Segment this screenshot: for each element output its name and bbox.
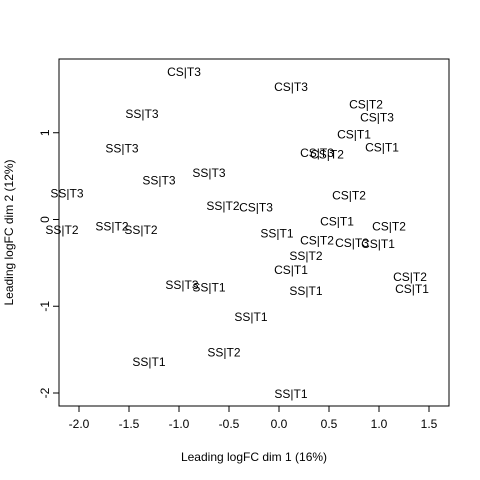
point-label: CS|T1: [395, 282, 429, 296]
x-tick-label: 1.0: [371, 417, 388, 431]
x-tick-label: 0.5: [321, 417, 338, 431]
point-label: SS|T2: [124, 223, 157, 237]
y-tick-label: -2: [38, 387, 52, 398]
point-label: CS|T2: [393, 270, 427, 284]
point-labels: CS|T3CS|T3CS|T2CS|T3SS|T3CS|T1CS|T1SS|T3…: [45, 65, 429, 401]
x-tick-label: 1.5: [421, 417, 438, 431]
point-label: SS|T3: [142, 174, 175, 188]
x-tick-label: -0.5: [219, 417, 240, 431]
point-label: SS|T2: [207, 345, 240, 359]
point-label: CS|T2: [310, 148, 344, 162]
point-label: CS|T3: [274, 80, 308, 94]
x-tick-label: -2.0: [69, 417, 90, 431]
point-label: CS|T1: [365, 141, 399, 155]
x-tick-label: -1.0: [169, 417, 190, 431]
y-tick-label: -1: [38, 301, 52, 312]
point-label: SS|T1: [192, 280, 225, 294]
point-label: CS|T3: [300, 146, 334, 160]
point-label: CS|T3: [239, 201, 273, 215]
point-label: SS|T3: [50, 187, 83, 201]
point-label: SS|T2: [206, 199, 239, 213]
y-axis: -2 -1 0 1: [38, 129, 59, 398]
point-label: SS|T1: [260, 227, 293, 241]
plot-frame: [58, 58, 450, 407]
point-label: CS|T2: [349, 97, 383, 111]
point-label: SS|T2: [289, 249, 322, 263]
y-tick-label: 1: [38, 129, 52, 136]
point-label: CS|T3: [360, 110, 394, 124]
x-tick-label: 0.0: [271, 417, 288, 431]
point-label: SS|T1: [289, 284, 322, 298]
point-label: SS|T3: [165, 278, 198, 292]
point-label: CS|T2: [332, 188, 366, 202]
point-label: SS|T3: [105, 142, 138, 156]
point-label: SS|T1: [234, 310, 267, 324]
point-label: SS|T2: [45, 223, 78, 237]
point-label: SS|T1: [132, 355, 165, 369]
point-label: CS|T3: [335, 236, 369, 250]
x-tick-label: -1.5: [119, 417, 140, 431]
point-label: CS|T1: [337, 128, 371, 142]
point-label: SS|T3: [125, 107, 158, 121]
point-label: SS|T2: [95, 220, 128, 234]
point-label: SS|T3: [192, 166, 225, 180]
point-label: CS|T2: [372, 220, 406, 234]
point-label: CS|T3: [167, 65, 201, 79]
x-axis-label: Leading logFC dim 1 (16%): [181, 450, 327, 464]
point-label: SS|T1: [274, 387, 307, 401]
point-label: CS|T2: [300, 234, 334, 248]
y-tick-label: 0: [38, 216, 52, 223]
point-label: CS|T1: [274, 263, 308, 277]
x-axis: -2.0 -1.5 -1.0 -0.5 0.0 0.5 1.0 1.5: [69, 406, 438, 431]
y-axis-label: Leading logFC dim 2 (12%): [2, 159, 16, 305]
point-label: CS|T1: [320, 214, 354, 228]
point-label: CS|T1: [361, 237, 395, 251]
